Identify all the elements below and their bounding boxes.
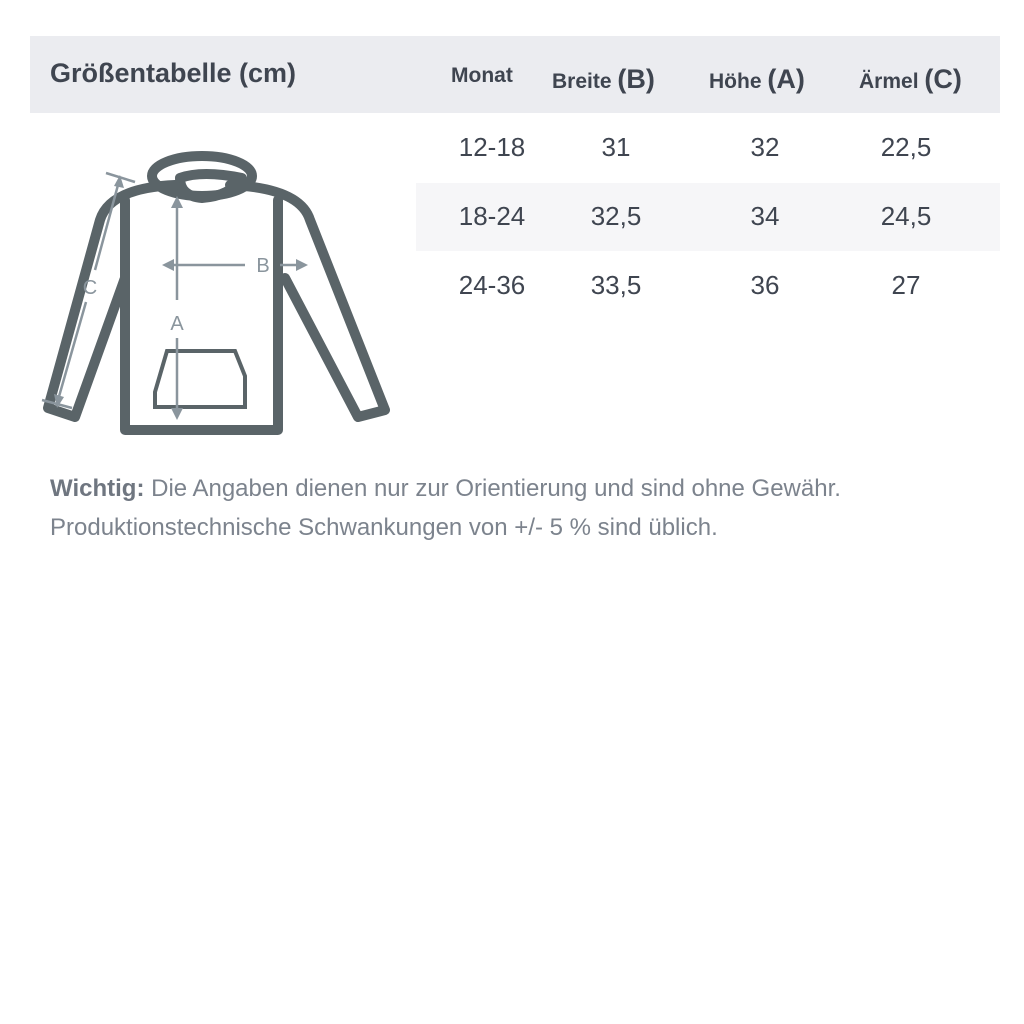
disclaimer-note: Wichtig: Die Angaben dienen nur zur Orie…: [50, 469, 841, 547]
label-a: A: [170, 313, 184, 335]
table-row: 18-24 32,5 34 24,5: [416, 183, 1000, 251]
cell: 24,5: [880, 201, 932, 231]
cell: 22,5: [880, 132, 932, 162]
label-c: C: [83, 277, 97, 299]
cell: 32,5: [590, 201, 642, 231]
column-header-breite: Breite (B): [552, 64, 655, 94]
hoodie-diagram: A B C: [41, 151, 390, 435]
cell: 27: [891, 270, 921, 300]
table-header: Größentabelle (cm) Monat Breite (B) Höhe…: [30, 36, 1000, 113]
column-header-hoehe: Höhe (A): [709, 64, 805, 94]
hoodie-outline-icon: [43, 151, 390, 435]
pocket-icon: [153, 349, 247, 409]
cell: 32: [750, 132, 780, 162]
note-bold-label: Wichtig:: [50, 475, 145, 502]
cell: 36: [750, 270, 780, 300]
column-header-aermel: Ärmel (C): [859, 64, 962, 94]
cell: 33,5: [590, 270, 642, 300]
page-title: Größentabelle (cm): [50, 58, 297, 88]
cell: 24-36: [458, 270, 526, 300]
note-line1: Die Angaben dienen nur zur Orientierung …: [144, 475, 841, 502]
table-row: 24-36 33,5 36 27: [416, 252, 1000, 320]
note-line2: Produktionstechnische Schwankungen von +…: [50, 514, 718, 541]
cell: 31: [601, 132, 631, 162]
label-b: B: [256, 255, 269, 277]
table-row: 12-18 31 32 22,5: [416, 114, 1000, 182]
measurement-arrows-icon: [41, 171, 308, 420]
cell: 18-24: [458, 201, 526, 231]
column-header-monat: Monat: [451, 64, 513, 87]
cell: 34: [750, 201, 780, 231]
cell: 12-18: [458, 132, 526, 162]
